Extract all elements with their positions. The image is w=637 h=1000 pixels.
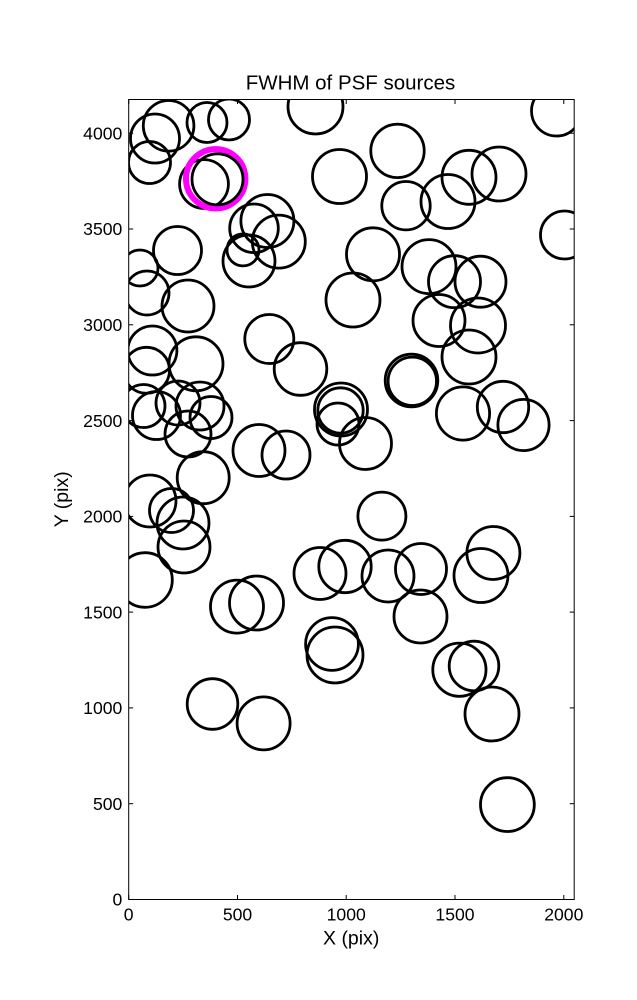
svg-text:1500: 1500 — [83, 602, 122, 622]
svg-text:2500: 2500 — [83, 411, 122, 431]
svg-text:3000: 3000 — [83, 315, 122, 335]
svg-text:0: 0 — [113, 890, 123, 910]
svg-text:FWHM of PSF sources: FWHM of PSF sources — [246, 72, 456, 95]
svg-text:X (pix): X (pix) — [323, 928, 379, 950]
svg-text:Y (pix): Y (pix) — [51, 471, 73, 527]
svg-text:2000: 2000 — [544, 905, 583, 925]
svg-text:4000: 4000 — [83, 123, 122, 143]
svg-text:3500: 3500 — [83, 219, 122, 239]
svg-text:2000: 2000 — [83, 507, 122, 527]
svg-text:500: 500 — [93, 794, 123, 814]
svg-text:500: 500 — [223, 905, 253, 925]
svg-text:0: 0 — [124, 905, 134, 925]
svg-text:1000: 1000 — [327, 905, 366, 925]
svg-text:1500: 1500 — [435, 905, 474, 925]
svg-text:1000: 1000 — [83, 698, 122, 718]
